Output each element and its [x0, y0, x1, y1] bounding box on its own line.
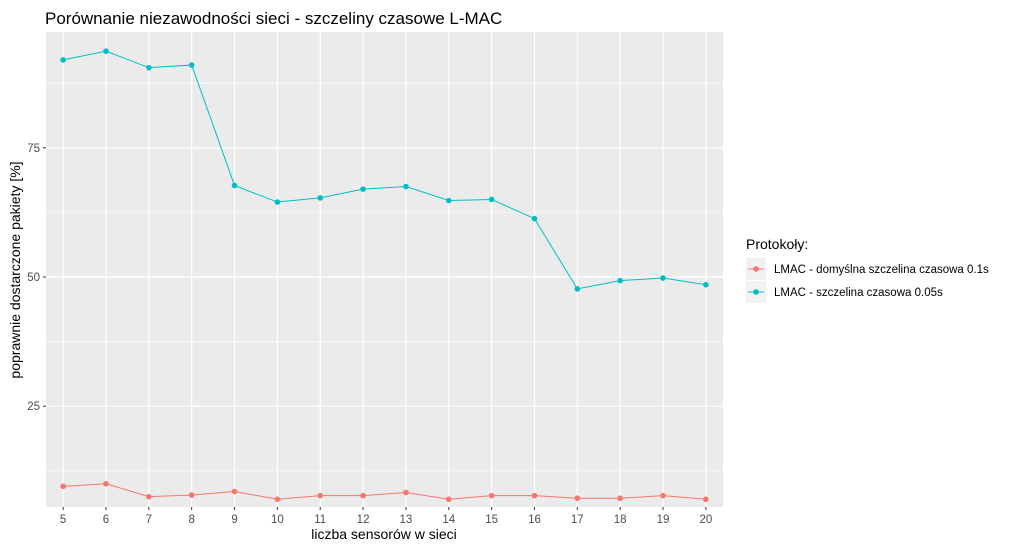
data-point [531, 215, 538, 222]
data-point [445, 496, 452, 503]
series-layer [60, 48, 709, 503]
x-tick-label: 12 [357, 514, 370, 526]
x-axis: 5 6 7 8 9 10 11 12 13 14 15 16 17 18 19 20 [60, 507, 712, 526]
data-point [231, 488, 238, 495]
data-point [188, 492, 195, 498]
data-point [103, 48, 109, 54]
legend-label: LMAC - domyślna szczelina czasowa 0.1s [774, 264, 989, 276]
legend-items: LMAC - domyślna szczelina czasowa 0.1s LM… [746, 258, 989, 303]
x-tick-label: 11 [314, 514, 326, 526]
plot-panel [46, 32, 723, 507]
series-line [63, 483, 706, 500]
legend-item: LMAC - szczelina czasowa 0.05s [746, 281, 943, 303]
chart-title: Porównanie niezawodności sieci - szczeli… [45, 9, 502, 28]
x-axis-title: liczba sensorów w sieci [311, 526, 457, 542]
legend-key-point [753, 289, 759, 295]
data-point [317, 195, 324, 201]
data-point [360, 492, 366, 499]
x-tick-label: 16 [528, 514, 541, 526]
data-point [60, 57, 66, 63]
x-tick-label: 19 [657, 514, 670, 526]
series-2 [60, 48, 709, 292]
data-point [231, 182, 238, 189]
data-point [146, 64, 152, 71]
legend-key-point [753, 266, 759, 272]
data-point [703, 281, 709, 288]
x-tick-label: 6 [103, 514, 109, 526]
x-tick-label: 20 [699, 514, 712, 526]
data-point [574, 286, 581, 292]
y-tick-label: 50 [27, 272, 40, 284]
legend-title: Protokoły: [746, 236, 808, 252]
data-point [188, 62, 195, 68]
x-tick-label: 17 [571, 514, 584, 526]
x-tick-label: 9 [231, 514, 237, 526]
legend-item: LMAC - domyślna szczelina czasowa 0.1s [746, 258, 989, 280]
series-line [63, 50, 706, 290]
data-point [660, 492, 666, 499]
data-point [403, 183, 409, 190]
data-point [274, 496, 281, 503]
gridlines [46, 32, 723, 507]
data-point [317, 492, 324, 499]
data-point [617, 495, 623, 502]
x-tick-label: 8 [188, 514, 194, 526]
x-tick-label: 18 [614, 514, 627, 526]
data-point [274, 199, 281, 205]
x-tick-label: 5 [60, 514, 66, 526]
data-point [445, 197, 452, 204]
data-point [146, 493, 152, 500]
legend-label: LMAC - szczelina czasowa 0.05s [774, 287, 943, 299]
data-point [488, 196, 495, 203]
data-point [60, 483, 66, 490]
data-point [360, 186, 366, 192]
x-tick-label: 13 [400, 514, 413, 526]
data-point [403, 489, 409, 496]
data-point [617, 277, 623, 284]
data-point [703, 496, 709, 503]
data-point [531, 492, 538, 499]
y-axis: 25 50 75 [27, 143, 46, 413]
data-point [103, 480, 109, 487]
y-axis-title: poprawnie dostarczone pakiety [%] [7, 161, 23, 378]
y-tick-label: 25 [27, 401, 40, 413]
x-tick-label: 7 [146, 514, 152, 526]
data-point [660, 275, 666, 281]
series-1 [60, 480, 709, 503]
x-tick-label: 10 [271, 514, 284, 526]
x-tick-label: 14 [442, 514, 455, 526]
y-tick-label: 75 [27, 143, 40, 155]
data-point [488, 492, 495, 499]
data-point [574, 495, 581, 502]
legend: Protokoły: LMAC - domyślna szczelina cza… [746, 236, 989, 303]
x-tick-label: 15 [485, 514, 498, 526]
